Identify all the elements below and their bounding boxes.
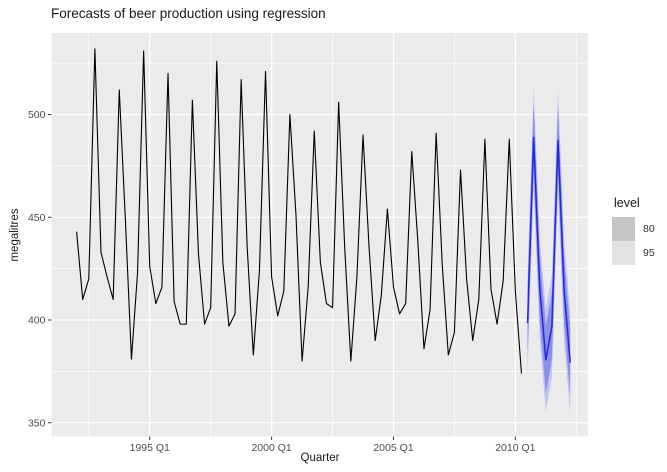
legend-title: level [614, 196, 640, 210]
y-axis-title: megalitres [9, 208, 21, 262]
legend-label-95: 95 [643, 247, 655, 259]
legend-item-95: 95 [612, 241, 655, 265]
legend: level 80 95 [612, 196, 655, 265]
x-axis-tick-label: 2000 Q1 [251, 442, 291, 454]
x-axis-tick-label: 2010 Q1 [495, 442, 535, 454]
y-axis-tick-label: 400 [28, 315, 46, 327]
y-axis-tick-label: 450 [28, 212, 46, 224]
legend-item-80: 80 [612, 217, 655, 241]
x-axis-tick-label: 2005 Q1 [373, 442, 413, 454]
panel-background [51, 33, 588, 437]
y-axis-tick-label: 350 [28, 417, 46, 429]
x-axis-title: Quarter [300, 452, 340, 464]
x-axis-tick-label: 1995 Q1 [130, 442, 170, 454]
legend-label-80: 80 [643, 223, 655, 235]
legend-swatch-80 [612, 217, 635, 241]
forecast-series-line [526, 136, 571, 363]
observed-series-line [76, 48, 523, 374]
y-axis-tick-label: 500 [28, 109, 46, 121]
legend-swatch-95 [612, 241, 635, 265]
plot-title: Forecasts of beer production using regre… [51, 6, 326, 21]
